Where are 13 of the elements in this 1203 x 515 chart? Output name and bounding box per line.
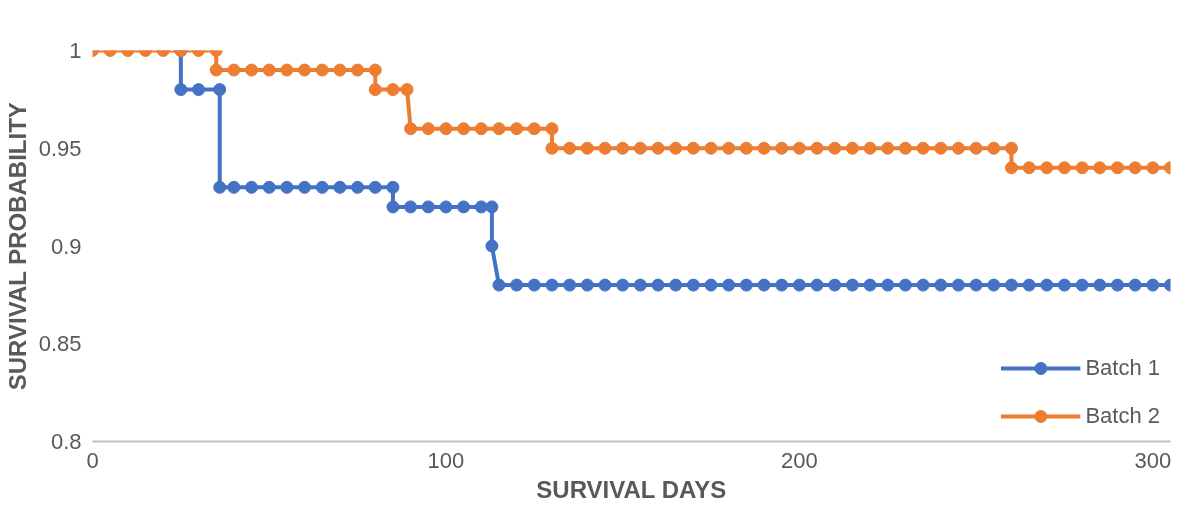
y-tick-label: 0.85 — [38, 331, 82, 357]
y-tick-label: 1 — [69, 38, 82, 63]
y-tick-label: 0.9 — [50, 233, 82, 259]
x-tick-label: 0 — [86, 447, 99, 473]
y-tick-label: 0.95 — [38, 135, 82, 161]
x-tick-label: 300 — [1134, 447, 1172, 473]
y-axis-title: SURVIVAL PROBABILITY — [3, 102, 31, 391]
legend-label: Batch 1 — [1085, 355, 1160, 381]
x-axis-title: SURVIVAL DAYS — [536, 475, 727, 503]
x-tick-label: 200 — [781, 447, 818, 473]
x-tick-label: 100 — [427, 447, 465, 473]
y-tick-label: 0.8 — [50, 429, 82, 454]
legend-label: Batch 2 — [1085, 403, 1160, 429]
